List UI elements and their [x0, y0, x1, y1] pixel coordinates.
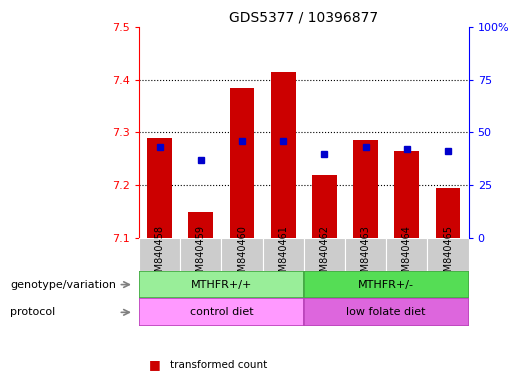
- Text: MTHFR+/+: MTHFR+/+: [191, 280, 252, 290]
- Title: GDS5377 / 10396877: GDS5377 / 10396877: [229, 10, 379, 24]
- Text: GSM840464: GSM840464: [402, 225, 412, 284]
- Bar: [147, 138, 172, 238]
- Text: GSM840461: GSM840461: [278, 225, 288, 284]
- Bar: [139, 298, 304, 326]
- Bar: [312, 175, 337, 238]
- Bar: [394, 151, 419, 238]
- Bar: [353, 141, 378, 238]
- Bar: [304, 238, 345, 271]
- Text: ■: ■: [149, 358, 161, 371]
- Text: transformed count: transformed count: [170, 359, 267, 370]
- Bar: [139, 238, 180, 271]
- Bar: [386, 238, 427, 271]
- Bar: [263, 238, 304, 271]
- Text: MTHFR+/-: MTHFR+/-: [358, 280, 414, 290]
- Bar: [188, 212, 213, 238]
- Bar: [436, 188, 460, 238]
- Text: GSM840463: GSM840463: [360, 225, 371, 284]
- Bar: [180, 238, 221, 271]
- Text: GSM840462: GSM840462: [319, 225, 330, 284]
- Text: protocol: protocol: [10, 307, 56, 317]
- Bar: [427, 238, 469, 271]
- Bar: [345, 238, 386, 271]
- Bar: [304, 271, 469, 298]
- Text: genotype/variation: genotype/variation: [10, 280, 116, 290]
- Bar: [230, 88, 254, 238]
- Text: GSM840465: GSM840465: [443, 225, 453, 284]
- Text: low folate diet: low folate diet: [347, 307, 426, 317]
- Text: control diet: control diet: [190, 307, 253, 317]
- Text: GSM840458: GSM840458: [154, 225, 165, 284]
- Text: GSM840459: GSM840459: [196, 225, 206, 284]
- Text: GSM840460: GSM840460: [237, 225, 247, 284]
- Bar: [271, 72, 296, 238]
- Bar: [221, 238, 263, 271]
- Bar: [139, 271, 304, 298]
- Bar: [304, 298, 469, 326]
